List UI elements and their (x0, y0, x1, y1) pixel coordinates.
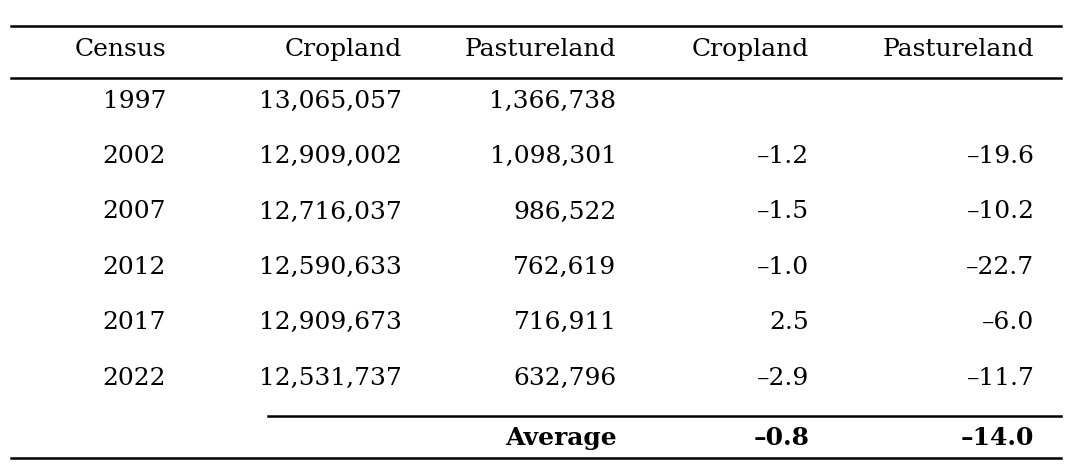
Text: –22.7: –22.7 (966, 256, 1034, 279)
Text: Cropland: Cropland (285, 38, 402, 61)
Text: 716,911: 716,911 (513, 312, 616, 334)
Text: –1.0: –1.0 (757, 256, 809, 279)
Text: 12,909,673: 12,909,673 (259, 312, 402, 334)
Text: 13,065,057: 13,065,057 (259, 90, 402, 112)
Text: 2007: 2007 (103, 201, 166, 223)
Text: –6.0: –6.0 (982, 312, 1034, 334)
Text: 632,796: 632,796 (513, 367, 616, 390)
Text: –10.2: –10.2 (967, 201, 1034, 223)
Text: –1.2: –1.2 (757, 145, 809, 168)
Text: 1,366,738: 1,366,738 (490, 90, 616, 112)
Text: 2012: 2012 (103, 256, 166, 279)
Text: –1.5: –1.5 (757, 201, 809, 223)
Text: –14.0: –14.0 (962, 426, 1034, 450)
Text: –2.9: –2.9 (757, 367, 809, 390)
Text: 12,716,037: 12,716,037 (259, 201, 402, 223)
Text: 1997: 1997 (103, 90, 166, 112)
Text: 986,522: 986,522 (513, 201, 616, 223)
Text: 2.5: 2.5 (770, 312, 809, 334)
Text: 2017: 2017 (103, 312, 166, 334)
Text: 2022: 2022 (103, 367, 166, 390)
Text: 12,909,002: 12,909,002 (259, 145, 402, 168)
Text: 762,619: 762,619 (513, 256, 616, 279)
Text: Pastureland: Pastureland (883, 38, 1034, 61)
Text: 12,590,633: 12,590,633 (259, 256, 402, 279)
Text: –19.6: –19.6 (967, 145, 1034, 168)
Text: Census: Census (75, 38, 166, 61)
Text: 2002: 2002 (103, 145, 166, 168)
Text: Pastureland: Pastureland (465, 38, 616, 61)
Text: –11.7: –11.7 (967, 367, 1034, 390)
Text: –0.8: –0.8 (754, 426, 809, 450)
Text: 1,098,301: 1,098,301 (490, 145, 616, 168)
Text: 12,531,737: 12,531,737 (259, 367, 402, 390)
Text: Cropland: Cropland (693, 38, 809, 61)
Text: Average: Average (505, 426, 616, 450)
